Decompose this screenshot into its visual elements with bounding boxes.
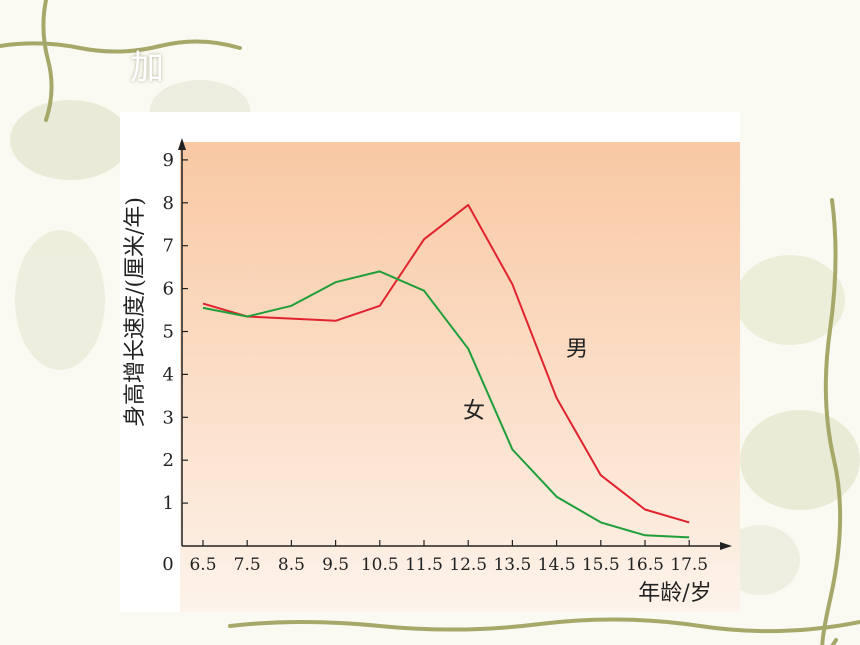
series-label-female: 女 bbox=[463, 399, 485, 424]
x-tick-label: 6.5 bbox=[189, 555, 216, 575]
y-tick-label: 1 bbox=[163, 493, 174, 514]
x-tick-label: 17.5 bbox=[670, 555, 708, 575]
y-tick-label: 9 bbox=[163, 150, 174, 171]
x-tick-label: 11.5 bbox=[405, 555, 443, 575]
x-tick-label: 9.5 bbox=[322, 555, 349, 575]
y-axis-label: 身高增长速度/(厘米/年) bbox=[123, 197, 148, 427]
x-tick-label: 10.5 bbox=[361, 555, 399, 575]
y-tick-label: 5 bbox=[163, 322, 174, 343]
series-line-male bbox=[202, 203, 690, 524]
x-axis-label: 年龄/岁 bbox=[638, 581, 711, 606]
x-tick-label: 8.5 bbox=[278, 555, 305, 575]
plot-area-background bbox=[180, 142, 740, 612]
y-tick-label: 4 bbox=[163, 364, 174, 385]
x-axis-arrow bbox=[720, 542, 732, 550]
origin-label: 0 bbox=[162, 554, 173, 575]
series-line-female bbox=[202, 270, 690, 539]
x-tick-label: 12.5 bbox=[449, 555, 487, 575]
x-tick-label: 16.5 bbox=[626, 555, 664, 575]
x-tick-label: 7.5 bbox=[234, 555, 261, 575]
x-tick-label: 14.5 bbox=[538, 555, 576, 575]
series-label-male: 男 bbox=[566, 337, 588, 362]
y-tick-label: 3 bbox=[163, 407, 174, 428]
x-tick-label: 13.5 bbox=[493, 555, 531, 575]
x-axis-ticks: 6.5 7.5 8.5 9.5 10.5 11.5 12.5 13.5 14.5 15.5 16.5… bbox=[189, 540, 708, 575]
y-tick-label: 6 bbox=[163, 279, 174, 300]
leaf-pattern bbox=[10, 80, 860, 595]
growth-velocity-chart: 1 2 3 4 5 6 7 8 9 6.5 7.5 8.5 9.5 10.5 11.5 12.5 13.5 14… bbox=[123, 138, 740, 612]
y-tick-label: 8 bbox=[163, 193, 174, 214]
series-layer: 男女 bbox=[202, 203, 690, 539]
y-axis-arrow bbox=[178, 138, 186, 150]
y-tick-label: 7 bbox=[163, 236, 174, 257]
slide-heading-fragment: 加 bbox=[130, 48, 164, 88]
y-axis-ticks: 1 2 3 4 5 6 7 8 9 bbox=[163, 150, 188, 514]
x-tick-label: 15.5 bbox=[582, 555, 620, 575]
y-tick-label: 2 bbox=[163, 450, 174, 471]
chart-panel: 1 2 3 4 5 6 7 8 9 6.5 7.5 8.5 9.5 10.5 11.5 12.5 13.5 14… bbox=[120, 112, 740, 612]
axes bbox=[178, 138, 732, 550]
